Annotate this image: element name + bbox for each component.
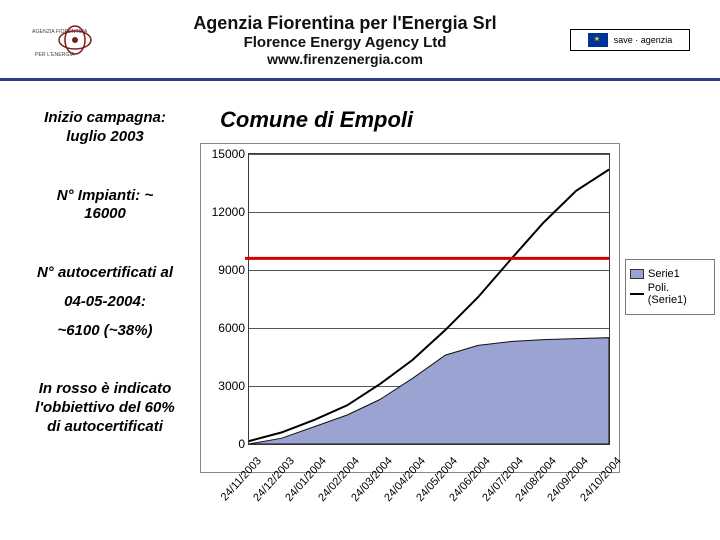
header-line3: www.firenzenergia.com bbox=[120, 51, 570, 67]
y-tick-label: 9000 bbox=[203, 263, 245, 277]
autocert-label: N° autocertificati al bbox=[20, 264, 190, 283]
left-column: Inizio campagna: luglio 2003 N° Impianti… bbox=[20, 109, 200, 504]
logo-text-bottom: PER L'ENERGIA bbox=[35, 52, 75, 58]
x-axis-ticks: 24/11/200324/12/200324/01/200424/02/2004… bbox=[249, 449, 609, 504]
legend: Serie1 Poli. (Serie1) bbox=[625, 259, 715, 315]
x-tick-label: 24/06/2004 bbox=[431, 455, 493, 522]
block-autocert-label: N° autocertificati al bbox=[20, 264, 190, 283]
y-tick-label: 6000 bbox=[203, 321, 245, 335]
y-tick-label: 0 bbox=[203, 437, 245, 451]
autocert-date: 04-05-2004: bbox=[20, 293, 190, 312]
chart-title: Comune di Empoli bbox=[220, 107, 413, 133]
legend-label-serie1: Serie1 bbox=[648, 268, 680, 280]
autocert-value: ~6100 (~38%) bbox=[20, 322, 190, 341]
save-badge: save · agenzia bbox=[570, 29, 690, 51]
y-tick-label: 12000 bbox=[203, 205, 245, 219]
campaign-date: luglio 2003 bbox=[20, 128, 190, 147]
legend-row-serie1: Serie1 bbox=[630, 268, 710, 280]
legend-line-trend bbox=[630, 293, 644, 295]
legend-row-trend: Poli. (Serie1) bbox=[630, 282, 710, 306]
target-note-3: di autocertificati bbox=[20, 418, 190, 437]
plot-area: 03000600090001200015000 bbox=[249, 154, 609, 444]
x-tick-label: 24/04/2004 bbox=[365, 455, 427, 522]
content: Inizio campagna: luglio 2003 N° Impianti… bbox=[0, 99, 720, 504]
series-svg bbox=[249, 154, 609, 444]
target-note-1: In rosso è indicato bbox=[20, 380, 190, 399]
header-title-block: Agenzia Fiorentina per l'Energia Srl Flo… bbox=[120, 13, 570, 67]
x-tick-label: 24/01/2004 bbox=[267, 455, 329, 522]
legend-label-trend: Poli. (Serie1) bbox=[648, 282, 710, 306]
x-tick-label: 24/03/2004 bbox=[332, 455, 394, 522]
x-tick-label: 24/05/2004 bbox=[398, 455, 460, 522]
eu-flag-icon bbox=[588, 33, 608, 47]
legend-swatch-serie1 bbox=[630, 269, 644, 279]
y-tick-label: 3000 bbox=[203, 379, 245, 393]
header-line2: Florence Energy Agency Ltd bbox=[120, 34, 570, 51]
block-campaign: Inizio campagna: luglio 2003 bbox=[20, 109, 190, 147]
impianti-value: 16000 bbox=[20, 205, 190, 224]
x-tick-label: 24/12/2003 bbox=[234, 455, 296, 522]
block-autocert-date: 04-05-2004: bbox=[20, 293, 190, 312]
x-tick-label: 24/11/2003 bbox=[201, 455, 263, 522]
plot-frame: 03000600090001200015000 24/11/200324/12/… bbox=[200, 143, 620, 473]
x-tick-label: 24/10/2004 bbox=[561, 455, 623, 522]
header: AGENZIA FIORENTINA PER L'ENERGIA Agenzia… bbox=[0, 0, 720, 78]
x-tick-label: 24/07/2004 bbox=[463, 455, 525, 522]
block-autocert-value: ~6100 (~38%) bbox=[20, 322, 190, 341]
impianti-label: N° Impianti: ~ bbox=[20, 187, 190, 206]
agency-logo: AGENZIA FIORENTINA PER L'ENERGIA bbox=[30, 13, 120, 68]
block-target-note: In rosso è indicato l'obbiettivo del 60%… bbox=[20, 380, 190, 436]
y-tick-label: 15000 bbox=[203, 147, 245, 161]
header-line1: Agenzia Fiorentina per l'Energia Srl bbox=[120, 13, 570, 34]
header-divider bbox=[0, 78, 720, 81]
x-tick-label: 24/08/2004 bbox=[496, 455, 558, 522]
block-impianti: N° Impianti: ~ 16000 bbox=[20, 187, 190, 225]
chart: Comune di Empoli 03000600090001200015000… bbox=[200, 109, 700, 504]
badge-text: save · agenzia bbox=[614, 35, 673, 45]
area-serie1 bbox=[249, 338, 609, 444]
x-tick-label: 24/09/2004 bbox=[529, 455, 591, 522]
campaign-label: Inizio campagna: bbox=[20, 109, 190, 128]
target-note-2: l'obbiettivo del 60% bbox=[20, 399, 190, 418]
